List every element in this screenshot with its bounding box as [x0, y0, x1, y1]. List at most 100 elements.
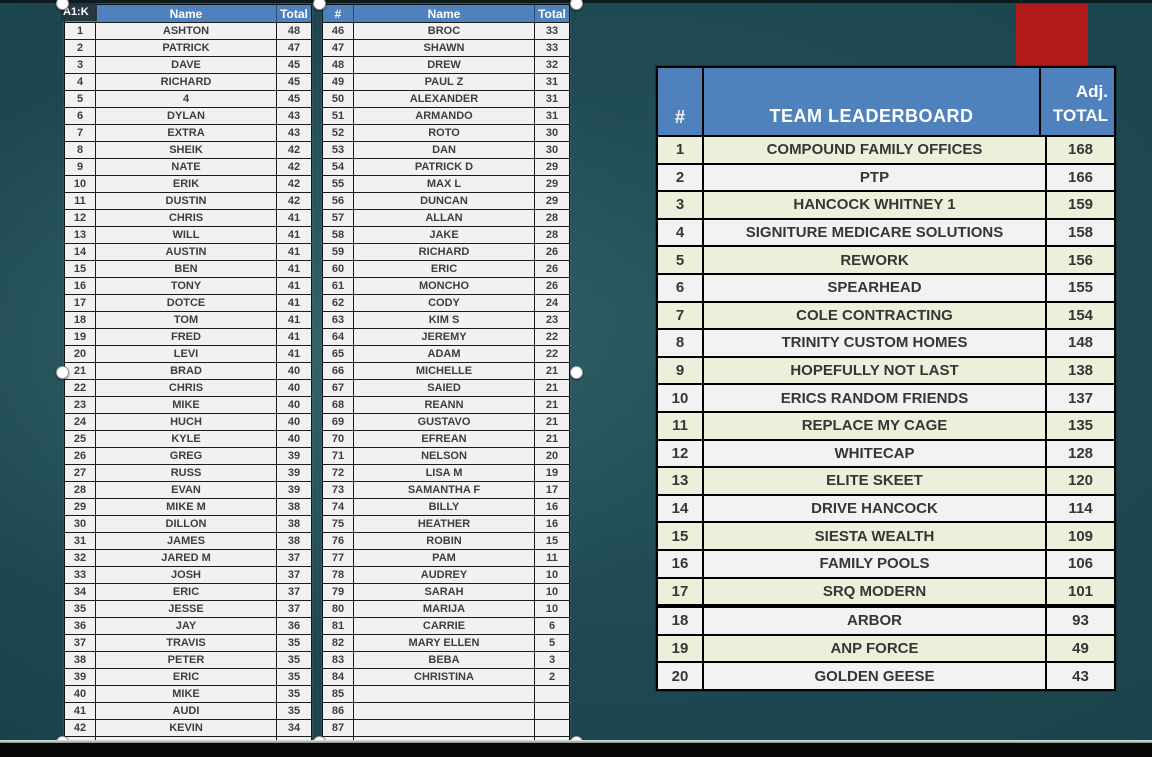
rank-cell: 22 — [65, 380, 95, 396]
team-name-cell: DRIVE HANCOCK — [702, 495, 1047, 522]
table-row: 9 NATE 42 — [65, 158, 311, 175]
total-cell: 41 — [277, 312, 311, 328]
team-name-cell: HANCOCK WHITNEY 1 — [702, 192, 1047, 218]
total-cell: 38 — [277, 516, 311, 532]
table-row: 55 MAX L 29 — [323, 175, 569, 192]
rank-cell: 75 — [323, 516, 353, 532]
rank-cell: 12 — [65, 210, 95, 226]
table-row: 81 CARRIE 6 — [323, 617, 569, 634]
individual-leaderboard-right[interactable]: # Name Total 46 BROC 33 47 SHAWN 33 4 — [322, 4, 570, 757]
team-name-cell: SIGNITURE MEDICARE SOLUTIONS — [702, 219, 1047, 246]
name-cell: ADAM — [353, 346, 535, 362]
rank-cell: 37 — [65, 635, 95, 651]
rank-cell: 24 — [65, 414, 95, 430]
rank-cell: 3 — [658, 192, 702, 218]
name-cell: CHRISTINA — [353, 669, 535, 685]
total-cell: 41 — [277, 210, 311, 226]
name-box[interactable]: A1:K — [61, 3, 97, 21]
selection-handle-ne[interactable] — [570, 0, 583, 10]
rank-cell: 8 — [65, 142, 95, 158]
team-name-cell: SPEARHEAD — [702, 274, 1047, 301]
adj-total-cell: 159 — [1047, 192, 1114, 218]
table-row: 16 TONY 41 — [65, 277, 311, 294]
bottom-black-bar — [0, 743, 1152, 757]
team-table-row: 1 COMPOUND FAMILY OFFICES 168 — [658, 135, 1114, 163]
roster-header-row: # Name Total — [65, 5, 311, 22]
rank-cell: 4 — [658, 219, 702, 246]
table-row: 36 JAY 36 — [65, 617, 311, 634]
rank-cell: 6 — [658, 274, 702, 301]
total-cell: 21 — [535, 380, 569, 396]
table-row: 61 MONCHO 26 — [323, 277, 569, 294]
rank-cell: 31 — [65, 533, 95, 549]
rank-cell: 21 — [65, 363, 95, 379]
name-cell: HEATHER — [353, 516, 535, 532]
table-row: 19 FRED 41 — [65, 328, 311, 345]
name-cell: CARRIE — [353, 618, 535, 634]
table-row: 84 CHRISTINA 2 — [323, 668, 569, 685]
selection-handle-w[interactable] — [56, 366, 69, 379]
total-cell: 30 — [535, 125, 569, 141]
adj-total-cell: 101 — [1047, 578, 1114, 605]
team-header-row: # TEAM LEADERBOARD Adj. TOTAL — [658, 68, 1114, 135]
rank-cell: 27 — [65, 465, 95, 481]
selection-handle-nw[interactable] — [56, 0, 69, 10]
total-cell: 10 — [535, 601, 569, 617]
name-cell: JARED M — [95, 550, 277, 566]
selection-handle-n[interactable] — [313, 0, 326, 10]
rank-cell: 78 — [323, 567, 353, 583]
rank-cell: 42 — [65, 720, 95, 736]
rank-cell: 51 — [323, 108, 353, 124]
team-table-row: 19 ANP FORCE 49 — [658, 633, 1114, 662]
team-name-cell: REPLACE MY CAGE — [702, 412, 1047, 439]
table-row: 85 — [323, 685, 569, 702]
total-cell: 21 — [535, 397, 569, 413]
total-cell: 26 — [535, 261, 569, 277]
total-cell: 45 — [277, 57, 311, 73]
selection-handle-e[interactable] — [570, 366, 583, 379]
table-row: 1 ASHTON 48 — [65, 22, 311, 39]
table-row: 58 JAKE 28 — [323, 226, 569, 243]
rank-cell: 87 — [323, 720, 353, 736]
total-cell: 47 — [277, 40, 311, 56]
adj-total-cell: 49 — [1047, 635, 1114, 662]
name-cell: CODY — [353, 295, 535, 311]
team-table-row: 15 SIESTA WEALTH 109 — [658, 521, 1114, 549]
total-cell: 29 — [535, 193, 569, 209]
table-row: 11 DUSTIN 42 — [65, 192, 311, 209]
rank-cell: 25 — [65, 431, 95, 447]
total-cell: 42 — [277, 176, 311, 192]
column-header-name: Name — [95, 5, 277, 22]
adj-total-cell: 128 — [1047, 440, 1114, 467]
rank-cell: 11 — [65, 193, 95, 209]
rank-cell: 23 — [65, 397, 95, 413]
table-row: 28 EVAN 39 — [65, 481, 311, 498]
total-cell: 28 — [535, 210, 569, 226]
table-row: 60 ERIC 26 — [323, 260, 569, 277]
team-name-cell: ARBOR — [702, 608, 1047, 634]
table-row: 80 MARIJA 10 — [323, 600, 569, 617]
name-cell: JAKE — [353, 227, 535, 243]
total-cell: 5 — [535, 635, 569, 651]
name-cell: MARY ELLEN — [353, 635, 535, 651]
name-cell: PATRICK D — [353, 159, 535, 175]
rank-cell: 65 — [323, 346, 353, 362]
table-row: 15 BEN 41 — [65, 260, 311, 277]
team-leaderboard[interactable]: # TEAM LEADERBOARD Adj. TOTAL 1 COMPOUND… — [656, 66, 1116, 691]
team-table-row: 3 HANCOCK WHITNEY 1 159 — [658, 190, 1114, 218]
table-row: 40 MIKE 35 — [65, 685, 311, 702]
rank-cell: 1 — [65, 23, 95, 39]
table-row: 4 RICHARD 45 — [65, 73, 311, 90]
name-cell: FRED — [95, 329, 277, 345]
name-cell: SHEIK — [95, 142, 277, 158]
total-cell: 41 — [277, 329, 311, 345]
name-cell: ROTO — [353, 125, 535, 141]
red-rectangle-shape[interactable] — [1016, 4, 1088, 66]
name-cell: AUDREY — [353, 567, 535, 583]
table-row: 37 TRAVIS 35 — [65, 634, 311, 651]
individual-leaderboard-left[interactable]: # Name Total 1 ASHTON 48 2 PATRICK 47 — [64, 4, 312, 757]
rank-cell: 16 — [65, 278, 95, 294]
roster-rows: 46 BROC 33 47 SHAWN 33 48 DREW 32 4 — [323, 22, 569, 757]
adj-total-cell: 43 — [1047, 663, 1114, 689]
